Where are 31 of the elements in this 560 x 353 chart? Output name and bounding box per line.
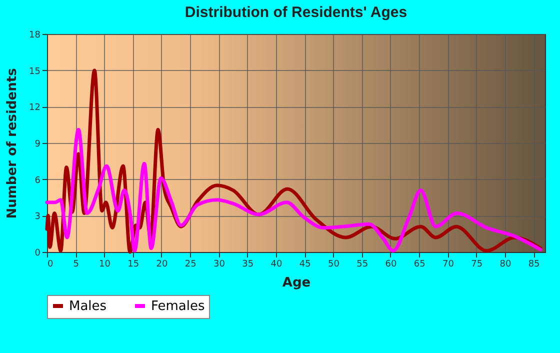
x-tick-label: 65 — [414, 260, 426, 270]
x-tick-label: 80 — [500, 260, 512, 270]
x-tick-label: 85 — [528, 260, 540, 270]
x-tick-label: 45 — [299, 260, 311, 270]
x-tick-label: 35 — [242, 260, 254, 270]
x-tick-label: 70 — [442, 260, 454, 270]
x-tick-label: 5 — [73, 260, 79, 270]
x-tick-label: 30 — [214, 260, 226, 270]
x-tick-label: 60 — [385, 260, 397, 270]
x-tick-label: 25 — [184, 260, 196, 270]
chart-title: Distribution of Residents' Ages — [184, 4, 408, 21]
x-tick-label: 10 — [99, 260, 111, 270]
y-tick-label: 15 — [29, 66, 40, 77]
x-tick-label: 75 — [471, 260, 483, 270]
y-tick-label: 9 — [34, 140, 41, 150]
y-tick-label: 0 — [34, 248, 41, 258]
y-axis-title: Number of residents — [5, 68, 20, 219]
x-tick-label: 20 — [156, 260, 168, 270]
x-tick-label: 15 — [128, 260, 140, 270]
y-tick-label: 6 — [34, 176, 41, 186]
x-tick-label: 55 — [356, 260, 368, 270]
x-axis-title: Age — [282, 276, 311, 290]
x-tick-label: 50 — [328, 260, 340, 270]
y-tick-label: 18 — [29, 30, 41, 40]
y-tick-label: 3 — [34, 212, 40, 222]
line-series — [45, 128, 542, 253]
legend-label: Males — [69, 299, 107, 314]
y-tick-label: 12 — [29, 103, 40, 114]
x-tick-label: 40 — [270, 260, 282, 270]
x-tick-label: 0 — [48, 260, 54, 270]
legend-label: Females — [151, 299, 206, 314]
